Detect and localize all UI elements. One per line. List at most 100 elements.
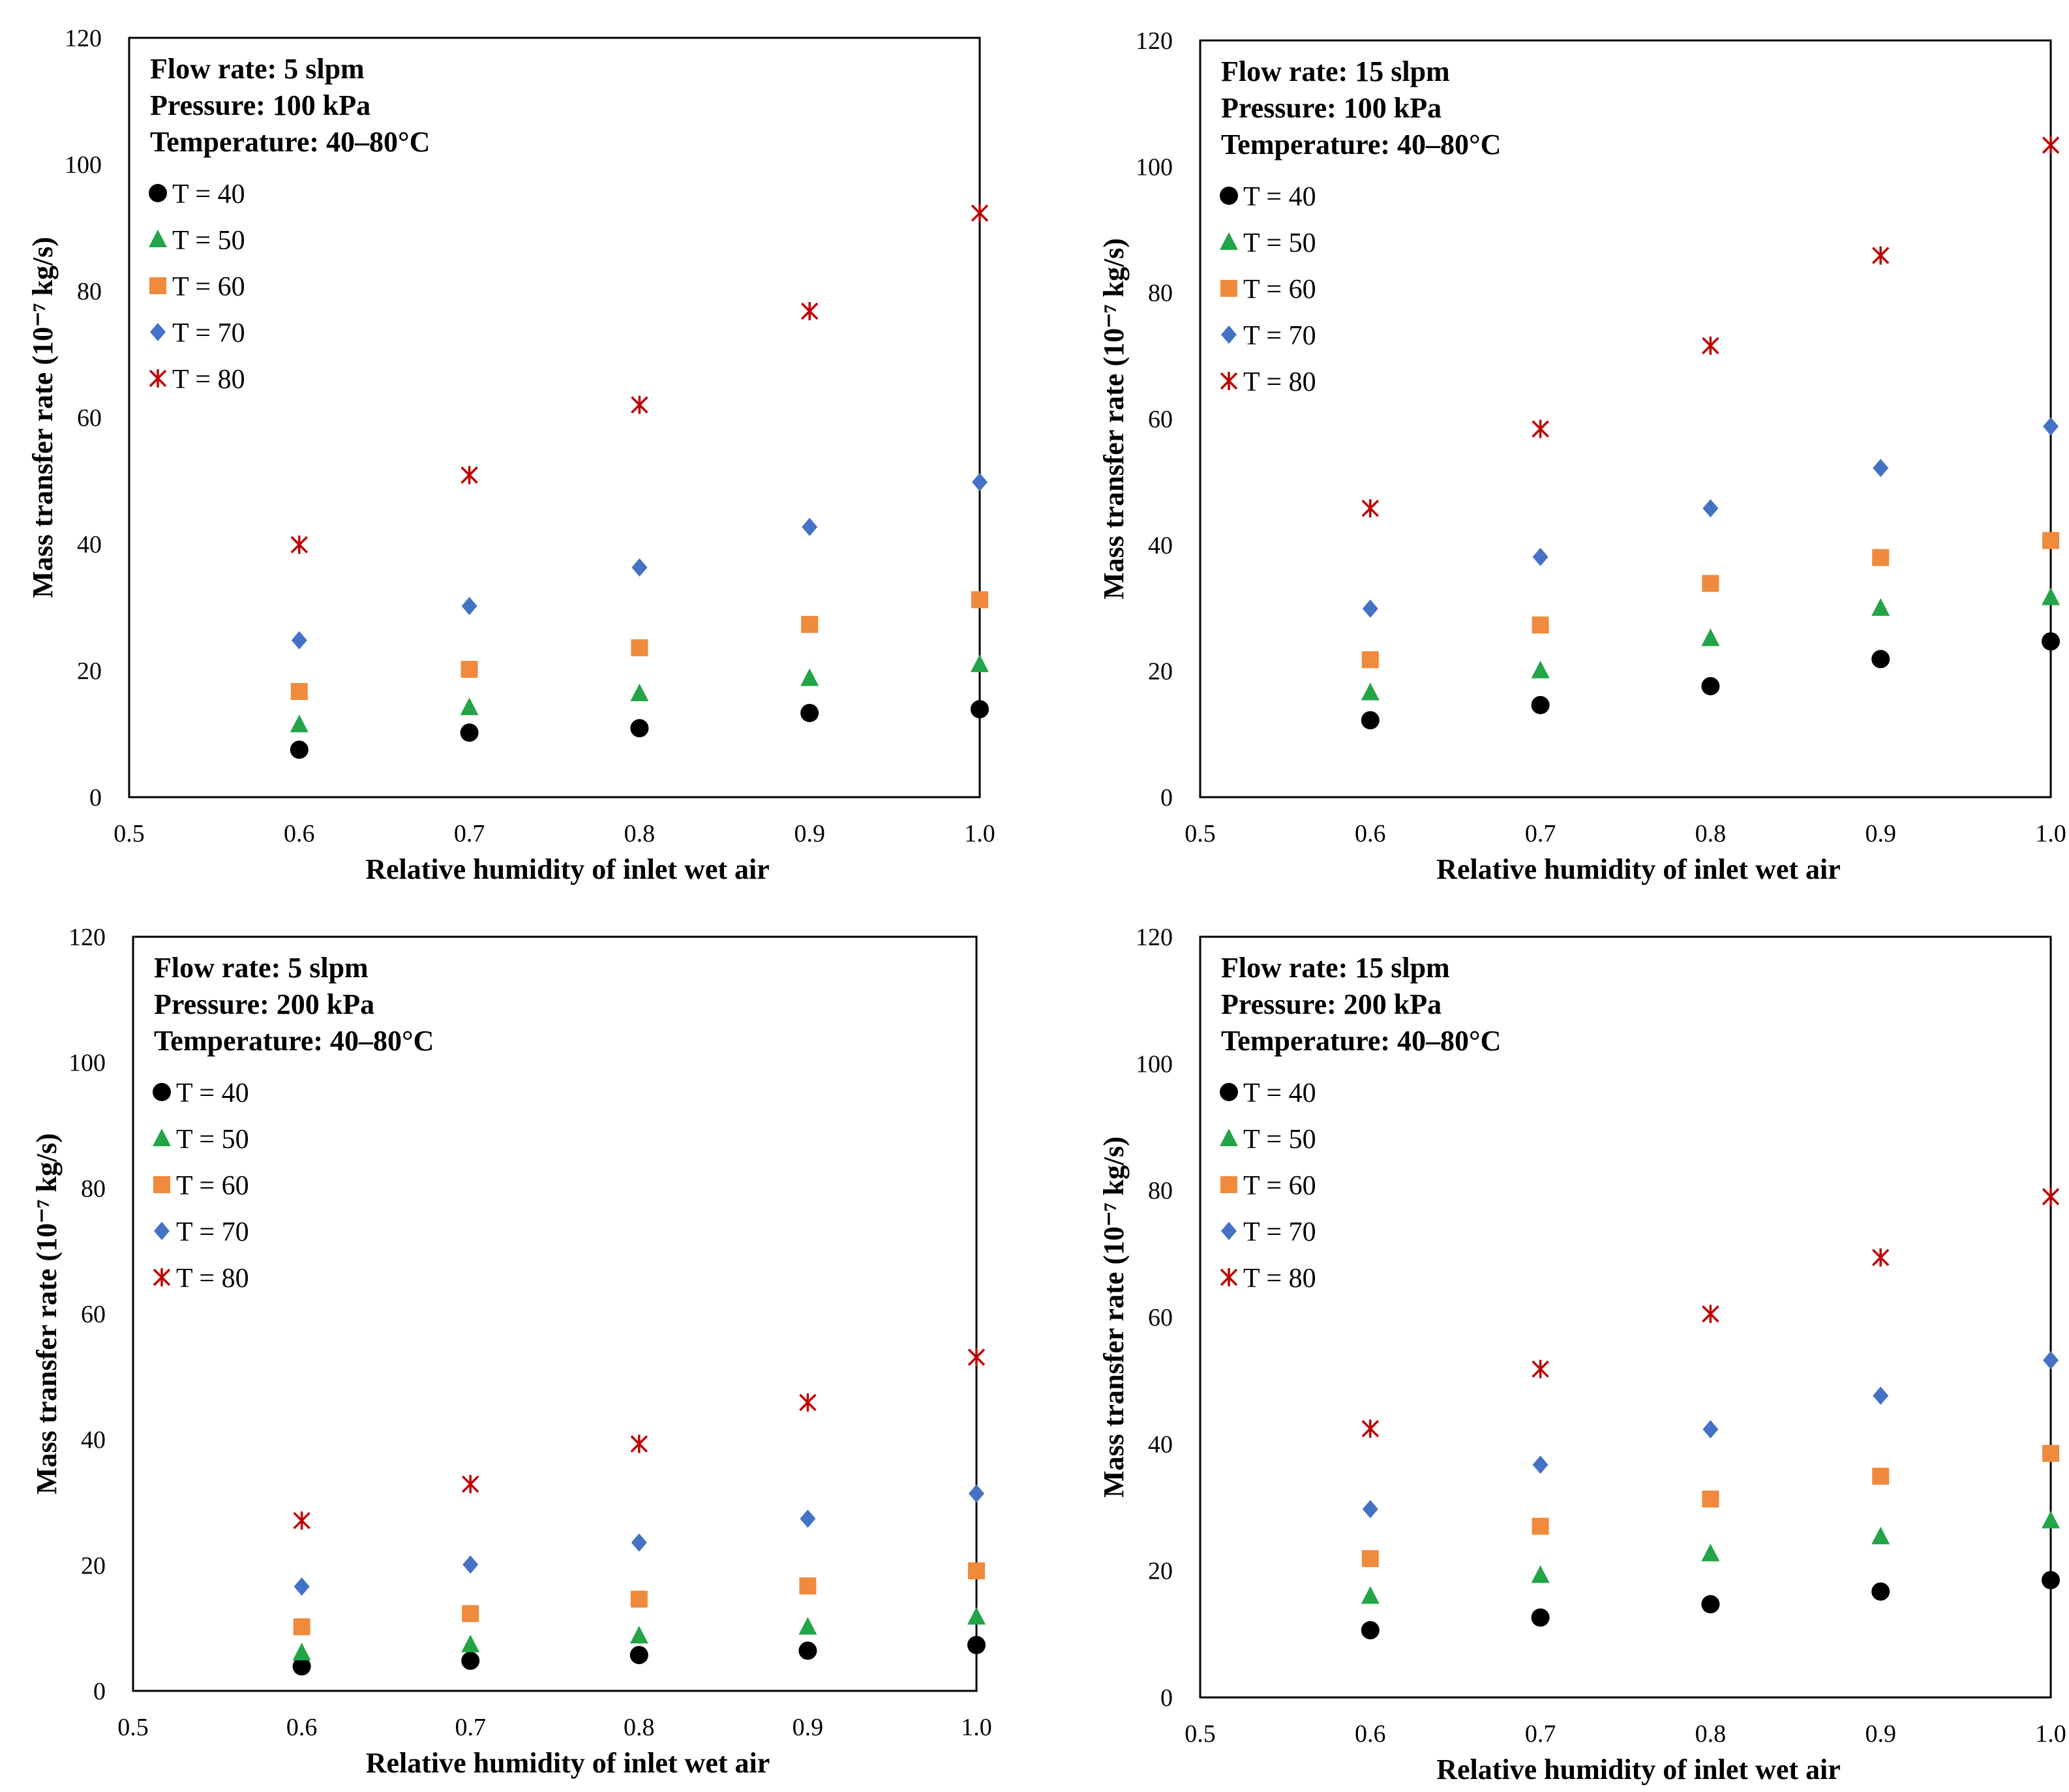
legend-label: T = 70	[1243, 321, 1316, 351]
y-tick-label: 20	[1148, 658, 1173, 686]
condition-label: Flow rate: 15 slpm	[1221, 55, 1450, 87]
data-point-star	[1361, 1420, 1380, 1438]
legend-marker-circle	[1220, 187, 1238, 205]
x-tick-label: 1.0	[961, 1714, 992, 1741]
data-point-triangle	[629, 1626, 648, 1644]
legend-marker-circle	[1220, 1083, 1238, 1101]
y-tick-label: 20	[1148, 1558, 1173, 1585]
data-point-triangle	[1531, 1565, 1550, 1583]
x-axis-title: Relative humidity of inlet wet air	[366, 1747, 770, 1779]
data-point-square	[1872, 1467, 1890, 1485]
legend-label: T = 60	[1243, 275, 1316, 305]
chart-panel-1: 0 20 40 60 80 100 120 0.5 0.6 0.7 0.8 0.9 1.0 Relativ…	[27, 25, 995, 885]
data-point-star	[971, 204, 989, 222]
x-tick-label: 0.8	[1695, 1720, 1727, 1748]
x-tick-label: 0.6	[286, 1714, 318, 1741]
x-tick-label: 0.9	[793, 1714, 824, 1741]
data-point-circle	[798, 1641, 817, 1660]
data-point-circle	[1361, 1621, 1380, 1640]
y-tick-label: 100	[68, 1050, 106, 1077]
data-point-circle	[461, 1651, 480, 1670]
data-point-square	[1532, 616, 1549, 634]
legend-label: T = 60	[172, 272, 245, 302]
x-tick-label: 0.6	[284, 820, 315, 847]
y-tick-label: 60	[1148, 1304, 1173, 1331]
data-point-square	[462, 1605, 479, 1622]
data-point-triangle	[1871, 598, 1890, 616]
data-point-star	[290, 535, 309, 554]
data-point-diamond	[631, 558, 648, 577]
legend-marker-circle	[149, 184, 167, 202]
legend-label: T = 40	[176, 1078, 249, 1108]
legend-label: T = 70	[176, 1217, 249, 1247]
data-point-star	[1702, 336, 1719, 355]
data-point-star	[2042, 136, 2060, 155]
legend-marker-square	[153, 1176, 170, 1193]
y-tick-label: 80	[77, 278, 102, 305]
data-point-triangle	[967, 1607, 986, 1625]
legend-marker-triangle	[153, 1129, 171, 1146]
data-point-square	[290, 683, 308, 701]
data-point-square	[968, 1562, 985, 1580]
data-point-star	[1871, 1248, 1890, 1267]
legend-label: T = 80	[172, 365, 245, 395]
legend-label: T = 60	[176, 1171, 249, 1201]
data-point-diamond	[1532, 547, 1548, 566]
legend-label: T = 80	[1243, 367, 1316, 397]
condition-label: Pressure: 200 kPa	[1221, 988, 1442, 1020]
data-point-diamond	[800, 1510, 816, 1528]
data-point-star	[800, 302, 819, 321]
y-tick-label: 100	[1136, 1050, 1173, 1078]
legend-label: T = 80	[176, 1264, 249, 1294]
y-tick-label: 100	[65, 151, 102, 179]
data-point-circle	[1701, 1595, 1720, 1614]
data-point-square	[1361, 651, 1379, 669]
x-tick-label: 1.0	[2035, 820, 2066, 847]
data-point-circle	[1871, 1582, 1890, 1601]
x-tick-label: 0.7	[1525, 1720, 1556, 1748]
data-point-diamond	[1362, 1500, 1378, 1519]
data-point-star	[293, 1511, 310, 1530]
y-tick-label: 0	[1160, 1684, 1173, 1712]
data-point-triangle	[1871, 1526, 1890, 1545]
chart-panel-4: 0 20 40 60 80 100 120 0.5 0.6 0.7 0.8 0.9 1.0 Relativ…	[1098, 924, 2066, 1785]
data-point-diamond	[1702, 1420, 1719, 1438]
legend-marker-triangle	[1220, 1129, 1238, 1146]
legend-label: T = 40	[1243, 1078, 1316, 1108]
data-point-circle	[1701, 676, 1720, 695]
data-point-star	[2042, 1187, 2060, 1206]
y-tick-label: 40	[1148, 1431, 1173, 1458]
legend-marker-triangle	[1220, 232, 1238, 250]
condition-label: Temperature: 40–80°C	[1221, 129, 1501, 160]
data-point-star	[1702, 1305, 1719, 1324]
legend-marker-circle	[153, 1083, 171, 1101]
legend-label: T = 40	[1243, 182, 1316, 212]
data-point-circle	[1871, 650, 1890, 669]
data-point-diamond	[462, 1555, 479, 1574]
data-point-triangle	[630, 683, 649, 701]
y-axis-title: Mass transfer rate (10⁻⁷ kg/s)	[1098, 1136, 1130, 1498]
x-tick-label: 0.8	[1695, 820, 1727, 847]
x-tick-label: 1.0	[2035, 1720, 2066, 1748]
data-point-triangle	[971, 654, 989, 673]
data-point-star	[461, 466, 478, 485]
x-tick-label: 0.9	[794, 820, 825, 847]
y-tick-label: 40	[77, 531, 102, 558]
y-tick-label: 120	[65, 25, 102, 52]
data-point-star	[799, 1393, 817, 1412]
legend-label: T = 60	[1243, 1171, 1316, 1201]
x-tick-label: 0.5	[117, 1714, 149, 1741]
legend-marker-diamond	[1221, 1222, 1237, 1240]
data-point-diamond	[1873, 1386, 1889, 1405]
y-tick-label: 100	[1136, 153, 1173, 181]
y-tick-label: 60	[77, 404, 102, 432]
x-tick-label: 0.6	[1355, 820, 1386, 847]
x-axis-title: Relative humidity of inlet wet air	[1436, 1754, 1841, 1785]
y-tick-label: 120	[68, 924, 106, 951]
legend-marker-square	[1220, 1176, 1237, 1193]
data-point-circle	[1531, 1608, 1550, 1627]
legend-label: T = 70	[172, 318, 245, 348]
x-axis-title: Relative humidity of inlet wet air	[365, 853, 770, 885]
legend-marker-diamond	[1221, 326, 1237, 344]
data-point-diamond	[1532, 1455, 1548, 1474]
